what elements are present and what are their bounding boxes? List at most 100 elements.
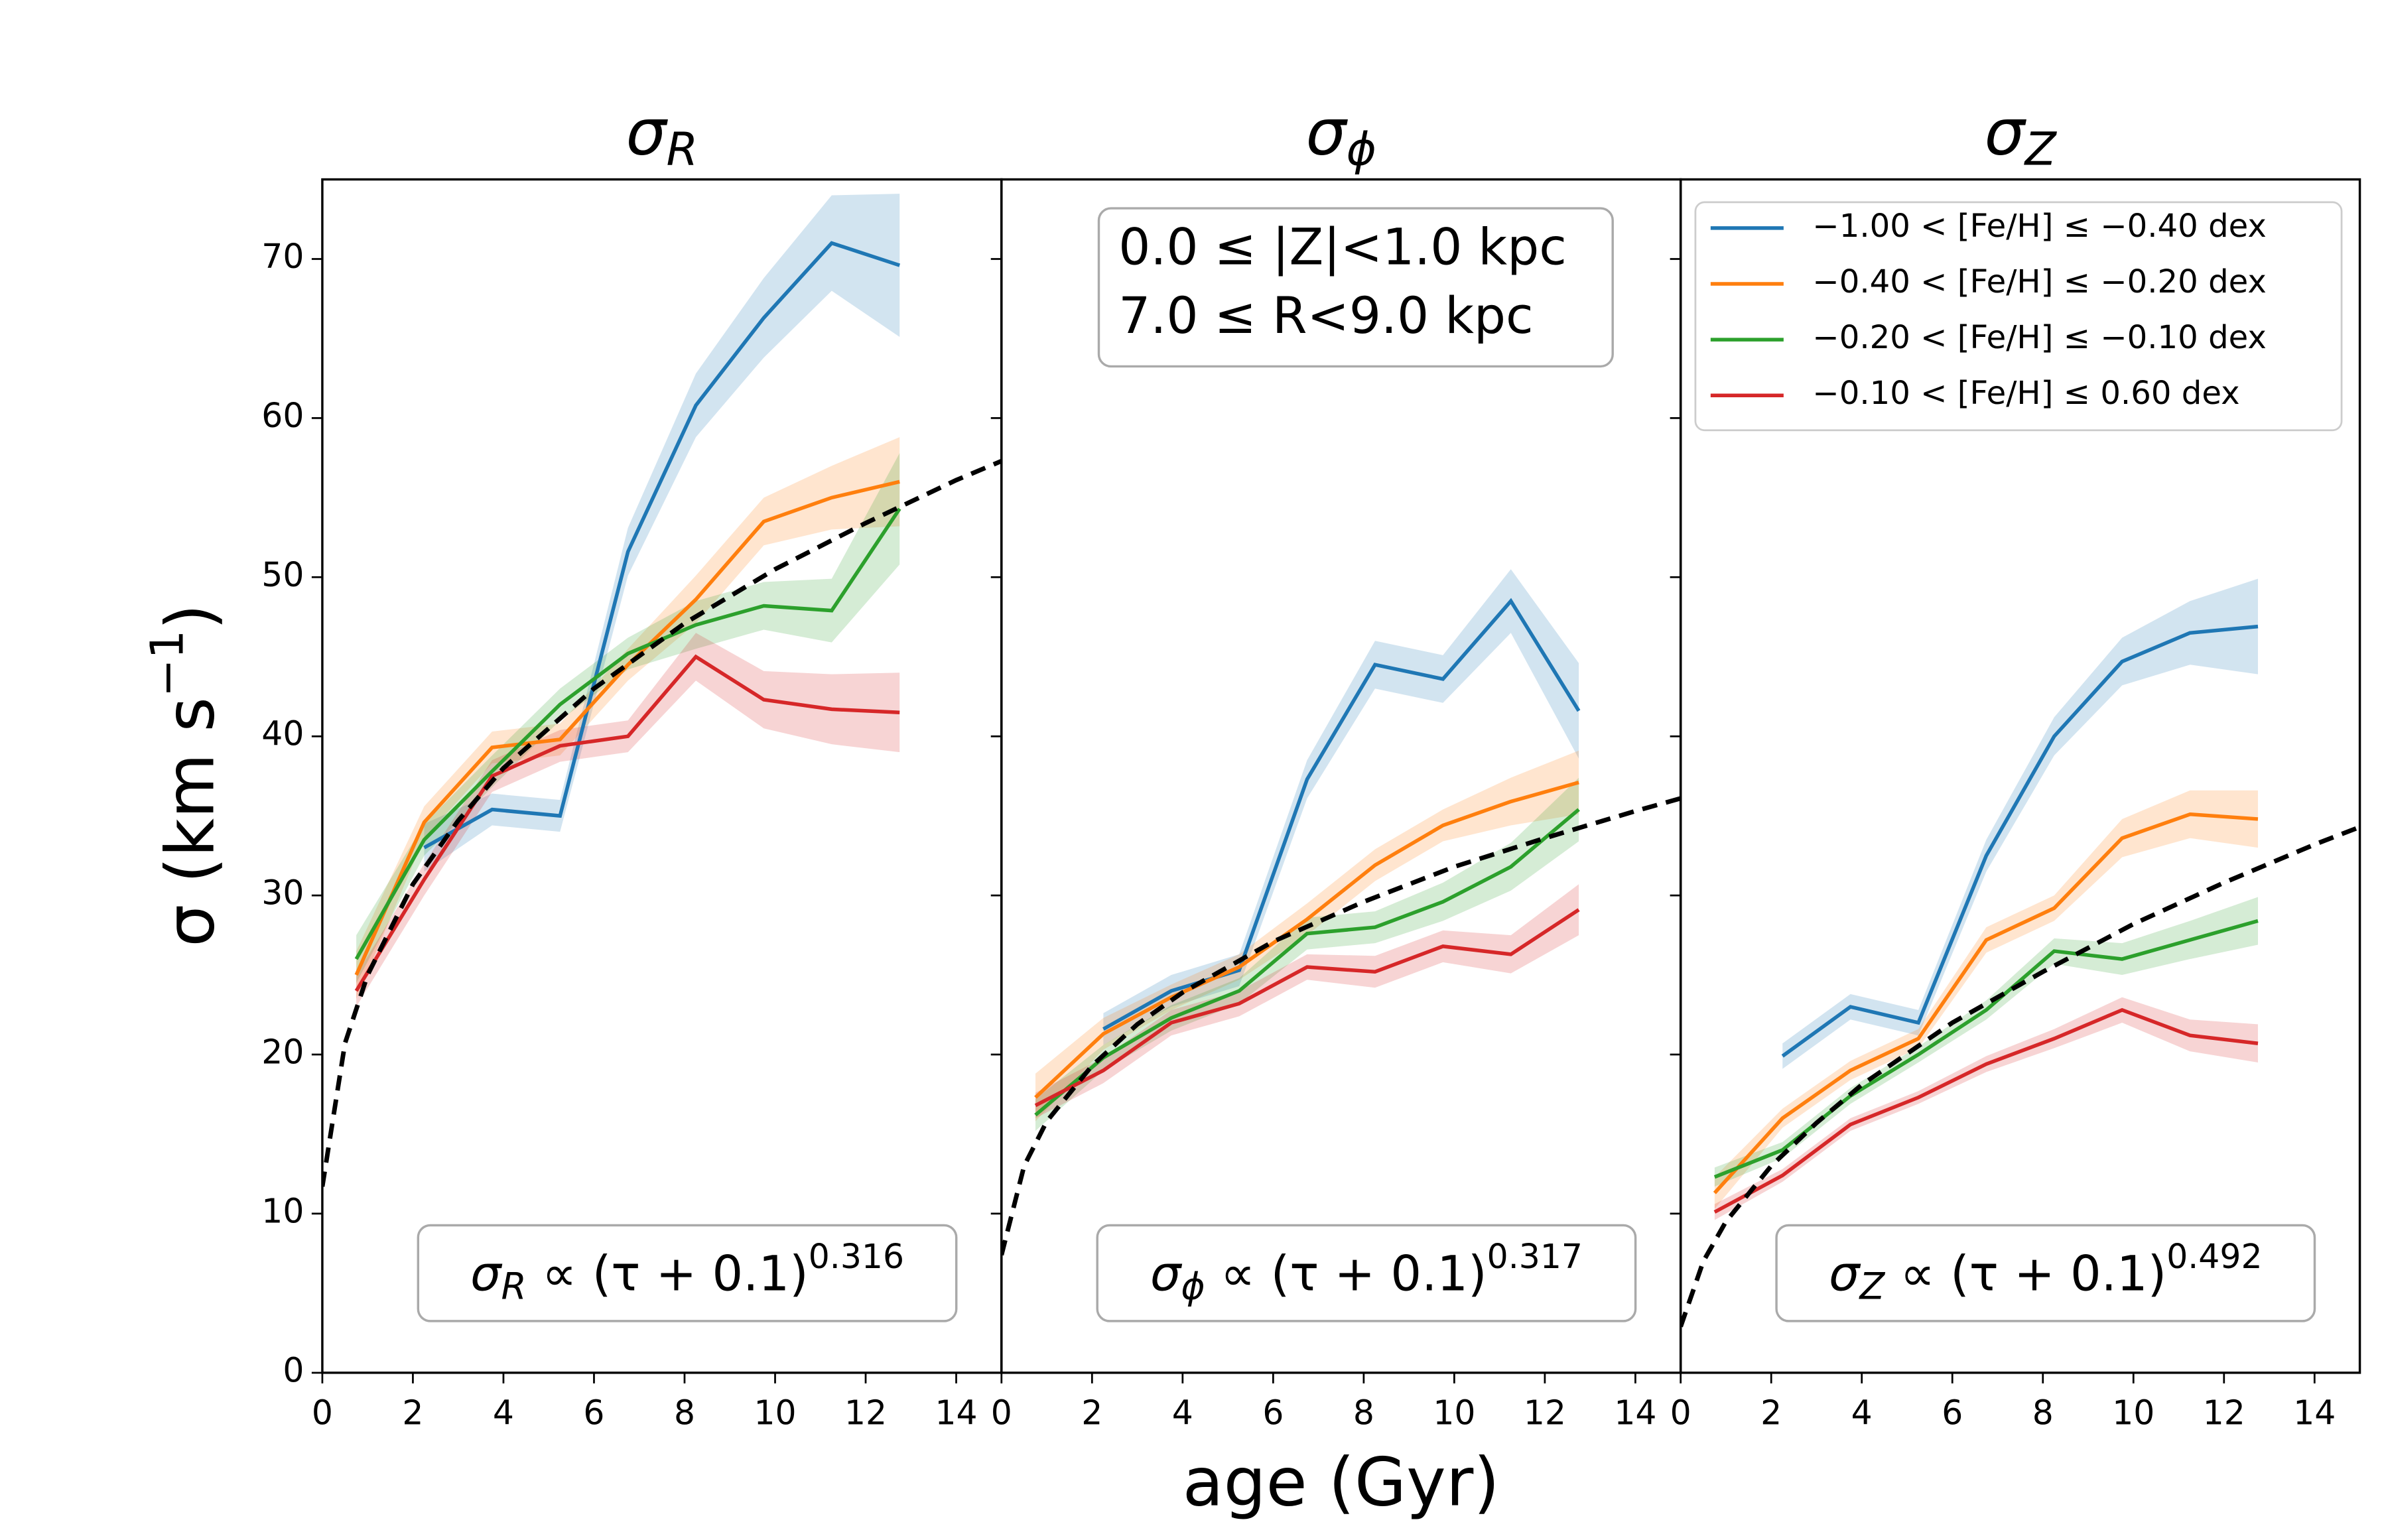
y-tick-label: 60 [261, 396, 304, 435]
legend-label: −0.20 < [Fe/H] ≤ −0.10 dex [1812, 319, 2267, 356]
x-tick-label: 12 [844, 1393, 887, 1432]
x-tick-label: 8 [674, 1393, 695, 1432]
annotation-body: ∝ (τ + 0.1) [1885, 1246, 2166, 1302]
x-tick-label: 14 [1614, 1393, 1656, 1432]
annotation-body: ∝ (τ + 0.1) [527, 1246, 809, 1302]
annotation-box [1096, 1224, 1637, 1322]
y-tick-label: 50 [261, 555, 304, 594]
series-line [1034, 781, 1579, 1099]
x-tick-label: 6 [1942, 1393, 1963, 1432]
title-subscript: R [666, 123, 698, 176]
series-line [1713, 1007, 2259, 1214]
x-tick-label: 4 [1172, 1393, 1193, 1432]
error-band [356, 453, 900, 984]
panel-title: σR [626, 96, 698, 176]
y-label-sup: −1 [141, 630, 194, 697]
y-tick-label: 10 [261, 1191, 304, 1230]
plot-area [1680, 578, 2360, 1328]
x-tick-label: 4 [493, 1393, 514, 1432]
fit-line [322, 458, 1002, 1187]
series-line [423, 241, 901, 850]
x-tick-label: 0 [991, 1393, 1012, 1432]
x-tick-label: 0 [312, 1393, 333, 1432]
x-tick-label: 12 [1524, 1393, 1566, 1432]
x-tick-label: 2 [1081, 1393, 1102, 1432]
title-symbol: σ [1306, 96, 1349, 170]
error-band [1103, 569, 1579, 1045]
annotation-box [1775, 1224, 2316, 1322]
legend-label: −0.40 < [Fe/H] ≤ −0.20 dex [1812, 263, 2267, 300]
error-band [1714, 897, 2258, 1187]
annotation: σϕ ∝ (τ + 0.1)0.317 [1150, 1236, 1583, 1307]
title-subscript: ϕ [1347, 123, 1376, 176]
annotation-exponent: 0.317 [1487, 1236, 1583, 1275]
annotation-subscript: Z [1858, 1265, 1885, 1308]
y-tick-label: 20 [261, 1033, 304, 1072]
title-symbol: σ [1985, 96, 2027, 170]
series-line [1713, 919, 2259, 1179]
series-line [1034, 808, 1580, 1117]
annotation-subscript: ϕ [1181, 1265, 1205, 1308]
x-tick-label: 6 [1262, 1393, 1284, 1432]
annotation: σR ∝ (τ + 0.1)0.316 [470, 1236, 904, 1307]
annotation: σZ ∝ (τ + 0.1)0.492 [1829, 1236, 2263, 1307]
y-label-main: σ (km s [151, 697, 229, 947]
annotation-exponent: 0.316 [809, 1236, 904, 1275]
x-tick-label: 14 [935, 1393, 977, 1432]
panel-title: σϕ [1306, 96, 1376, 176]
annotation-body: ∝ (τ + 0.1) [1205, 1246, 1487, 1302]
annotation-symbol: σ [470, 1246, 503, 1302]
x-tick-label: 10 [1433, 1393, 1475, 1432]
y-axis-label: σ (km s−1) [141, 604, 229, 946]
x-tick-label: 12 [2203, 1393, 2245, 1432]
fit-line [1001, 796, 1681, 1256]
series-line [1781, 624, 2259, 1058]
x-tick-label: 2 [1760, 1393, 1782, 1432]
series-line [1102, 598, 1581, 1031]
x-tick-label: 4 [1851, 1393, 1873, 1432]
legend-label: −0.10 < [Fe/H] ≤ 0.60 dex [1812, 375, 2239, 412]
annotation-symbol: σ [1829, 1246, 1861, 1302]
panel-title: σZ [1985, 96, 2058, 176]
frame [321, 178, 1003, 1374]
annotation-exponent: 0.492 [2166, 1236, 2262, 1275]
x-tick-label: 10 [2112, 1393, 2154, 1432]
annotation-box [417, 1224, 958, 1322]
y-tick-label: 70 [261, 237, 304, 276]
x-tick-label: 8 [2032, 1393, 2054, 1432]
annotation-symbol: σ [1150, 1246, 1183, 1302]
plot-area [1001, 569, 1681, 1256]
frame [1679, 178, 2361, 1374]
error-band [356, 633, 900, 1007]
series-line [1713, 812, 2259, 1194]
series-line [1034, 908, 1580, 1108]
y-tick-label: 40 [261, 714, 304, 753]
annotation-subscript: R [501, 1265, 526, 1308]
x-tick-label: 10 [754, 1393, 796, 1432]
error-band [1035, 750, 1579, 1122]
x-tick-label: 2 [402, 1393, 423, 1432]
y-tick-label: 0 [283, 1350, 304, 1389]
error-band [1035, 884, 1579, 1118]
series-line [354, 507, 901, 960]
y-label-end: ) [151, 604, 229, 629]
title-symbol: σ [626, 96, 668, 170]
text-box [1097, 207, 1614, 368]
legend-label: −1.00 < [Fe/H] ≤ −0.40 dex [1812, 208, 2267, 245]
y-tick-label: 30 [261, 873, 304, 913]
text-box-line: 0.0 ≤ |Z|<1.0 kpc [1118, 218, 1567, 277]
series-line [354, 654, 900, 992]
title-subscript: Z [2024, 123, 2058, 176]
x-tick-label: 0 [1670, 1393, 1691, 1432]
x-tick-label: 8 [1353, 1393, 1374, 1432]
legend-box [1694, 201, 2343, 432]
x-axis-label: age (Gyr) [1183, 1443, 1500, 1521]
fit-line [1680, 824, 2360, 1328]
plot-area [322, 194, 1002, 1187]
text-box-line: 7.0 ≤ R<9.0 kpc [1118, 287, 1533, 345]
x-tick-label: 6 [583, 1393, 604, 1432]
error-band [1714, 790, 2258, 1209]
x-tick-label: 14 [2293, 1393, 2336, 1432]
